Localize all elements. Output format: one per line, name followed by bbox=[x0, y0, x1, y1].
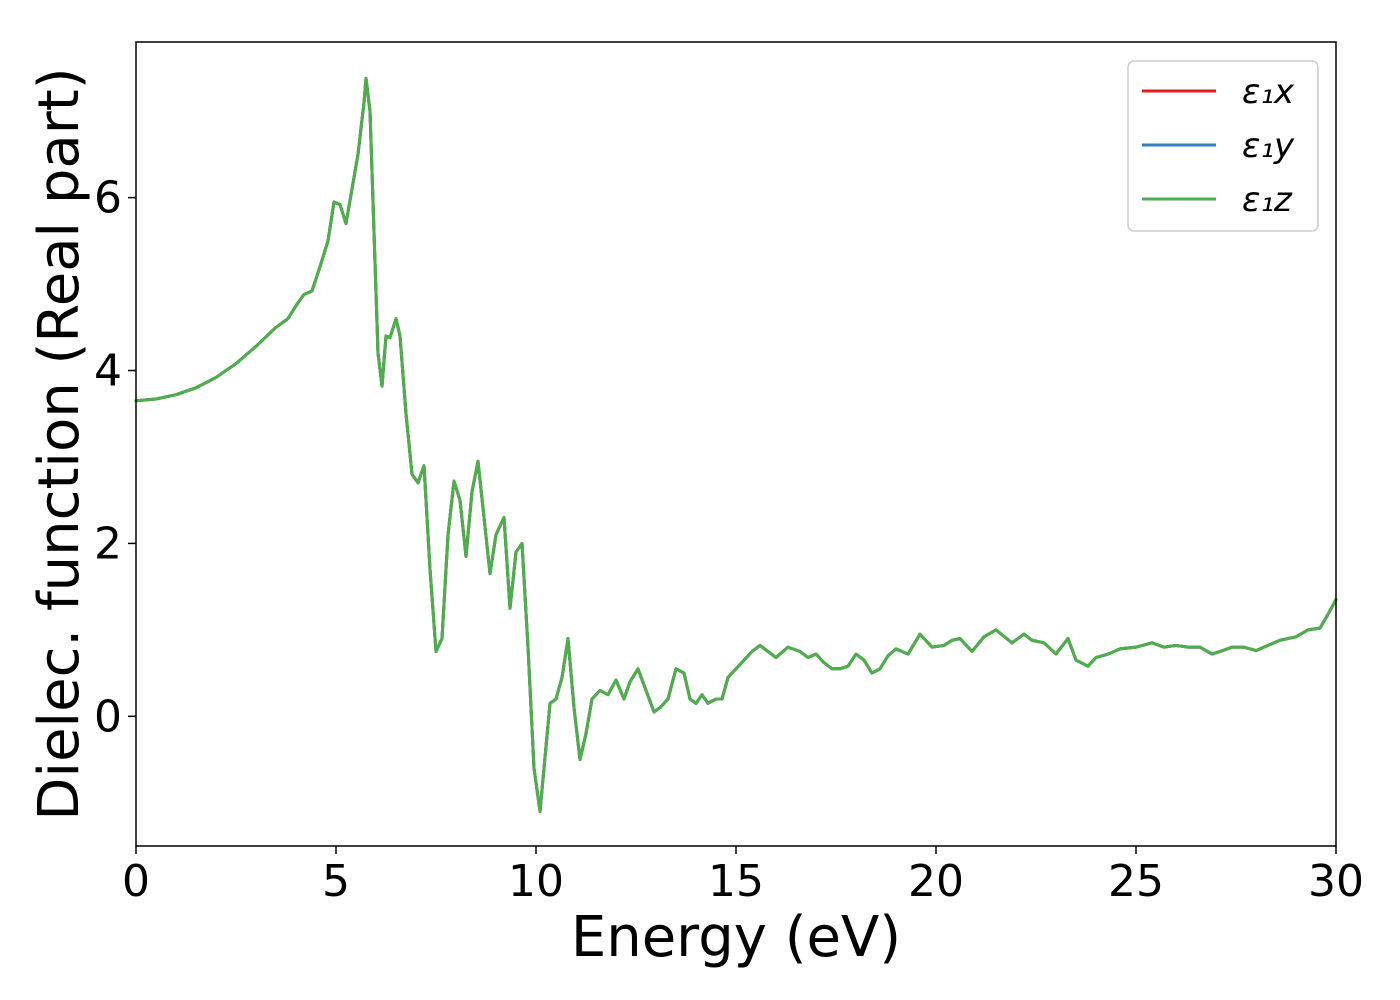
x-tick-label: 0 bbox=[122, 856, 150, 907]
x-tick-label: 25 bbox=[1108, 856, 1164, 907]
y-tick-label: 2 bbox=[94, 518, 122, 569]
x-axis-title: Energy (eV) bbox=[571, 905, 901, 970]
y-tick-label: 4 bbox=[94, 346, 122, 397]
x-tick-label: 20 bbox=[908, 856, 964, 907]
series-line-3 bbox=[134, 76, 1338, 813]
y-axis-title: Dielec. function (Real part) bbox=[27, 67, 92, 820]
legend-label-1: ε₁x bbox=[1242, 72, 1295, 112]
x-tick-label: 15 bbox=[708, 856, 764, 907]
legend-label-2: ε₁y bbox=[1242, 126, 1295, 166]
x-tick-label: 30 bbox=[1308, 856, 1364, 907]
y-axis: 0 2 4 6 bbox=[94, 173, 136, 742]
x-axis: 0 5 10 15 20 25 30 bbox=[122, 846, 1364, 907]
legend: ε₁x ε₁y ε₁z bbox=[1127, 60, 1319, 232]
y-tick-label: 6 bbox=[94, 173, 122, 224]
x-tick-label: 10 bbox=[508, 856, 564, 907]
y-tick-label: 0 bbox=[94, 691, 122, 742]
legend-label-3: ε₁z bbox=[1242, 180, 1293, 220]
series-layer bbox=[134, 76, 1338, 813]
legend-box bbox=[1127, 60, 1319, 232]
x-tick-label: 5 bbox=[322, 856, 350, 907]
